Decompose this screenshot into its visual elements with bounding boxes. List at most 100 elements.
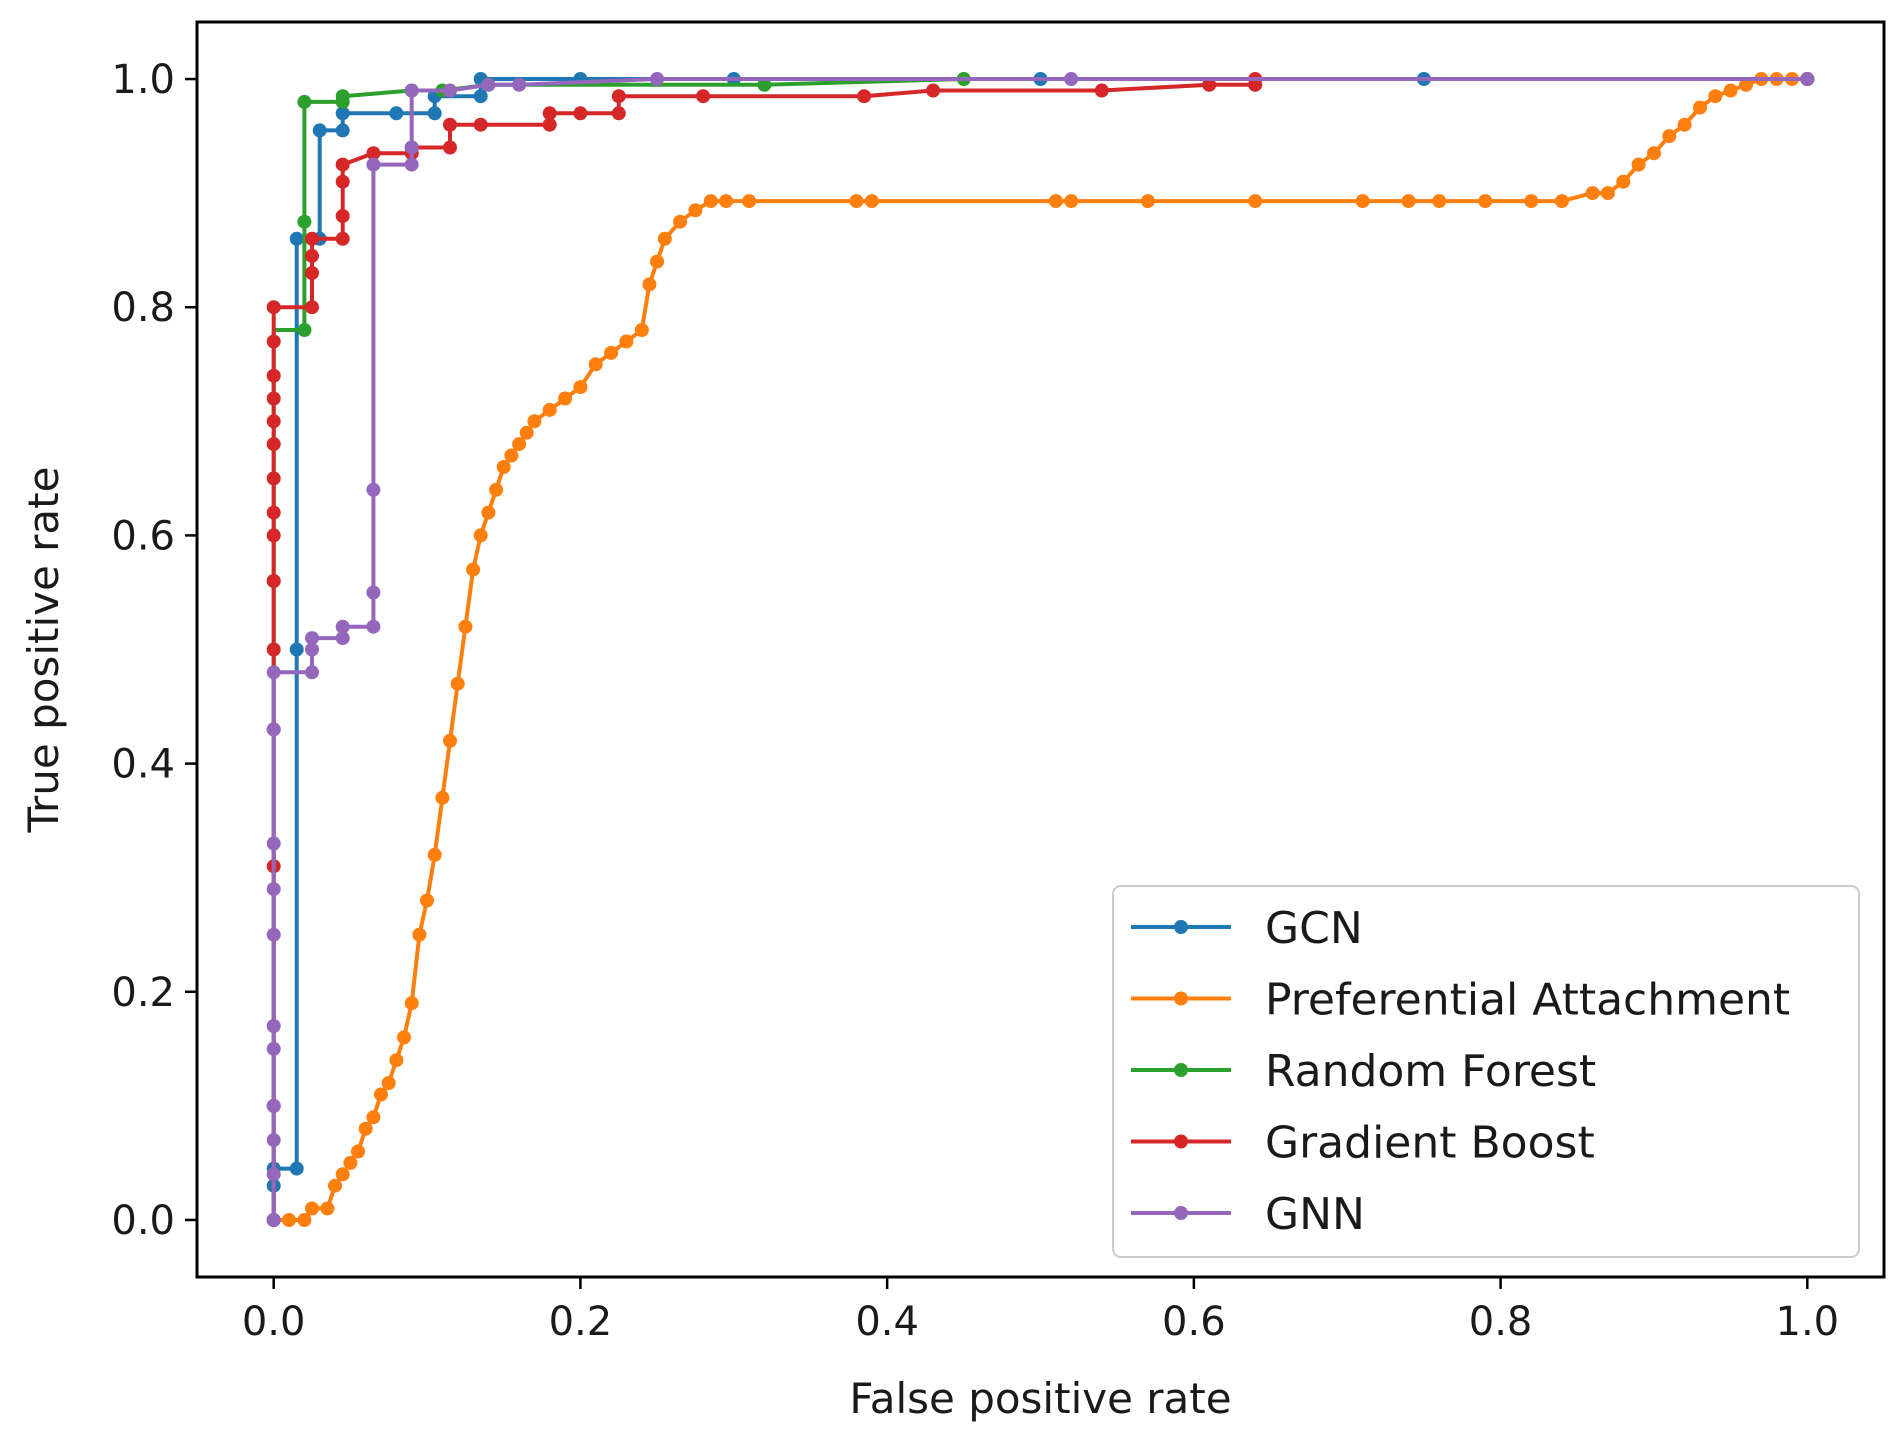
data-point <box>1800 72 1815 86</box>
data-point <box>305 248 319 263</box>
data-point <box>335 174 350 189</box>
data-point <box>412 927 427 942</box>
data-point <box>305 300 319 315</box>
data-point <box>366 585 381 600</box>
data-point <box>297 323 312 337</box>
legend-marker <box>1174 1134 1188 1149</box>
data-point <box>266 368 281 383</box>
y-tick-label: 0.8 <box>111 285 175 331</box>
data-point <box>305 642 319 657</box>
data-point <box>1478 194 1493 209</box>
data-point <box>443 117 457 132</box>
data-point <box>1693 100 1707 115</box>
data-point <box>1432 194 1447 209</box>
data-point <box>435 790 450 805</box>
data-point <box>266 505 281 520</box>
legend-label: GCN <box>1265 903 1363 954</box>
data-point <box>1677 117 1692 132</box>
data-point <box>542 106 557 121</box>
legend-label: Gradient Boost <box>1265 1118 1595 1169</box>
data-point <box>305 631 319 646</box>
legend-marker <box>1174 1063 1188 1077</box>
data-point <box>305 266 319 280</box>
data-point <box>1140 194 1155 209</box>
data-point <box>1631 157 1646 172</box>
series-preferential-attachment <box>266 72 1815 1227</box>
data-point <box>266 334 281 349</box>
data-point <box>297 94 312 109</box>
data-point <box>266 1167 281 1182</box>
x-tick-label: 1.0 <box>1776 1299 1840 1345</box>
data-point <box>420 893 434 908</box>
data-point <box>266 927 281 942</box>
data-point <box>481 77 496 92</box>
data-point <box>849 194 864 209</box>
data-point <box>611 89 626 104</box>
x-tick-label: 0.6 <box>1162 1299 1226 1345</box>
data-point <box>266 414 281 429</box>
data-point <box>573 106 588 121</box>
data-point <box>481 505 496 520</box>
y-axis-title: True positive rate <box>19 467 68 834</box>
data-point <box>650 72 665 86</box>
data-point <box>335 123 350 138</box>
data-point <box>703 194 718 209</box>
data-point <box>1600 186 1615 201</box>
data-point <box>404 996 419 1011</box>
data-point <box>619 334 634 349</box>
data-point <box>450 676 465 691</box>
data-point <box>328 1178 342 1193</box>
data-point <box>289 231 304 246</box>
data-point <box>266 574 281 588</box>
data-point <box>266 642 281 657</box>
data-point <box>335 631 350 646</box>
data-point <box>512 77 527 92</box>
data-point <box>266 1213 281 1227</box>
data-point <box>473 89 488 104</box>
data-point <box>1202 77 1217 92</box>
x-axis-title: False positive rate <box>849 1374 1231 1423</box>
data-point <box>634 323 649 337</box>
data-point <box>266 722 281 737</box>
legend-box <box>1112 885 1860 1258</box>
data-point <box>1647 146 1661 161</box>
data-point <box>297 214 312 229</box>
data-point <box>611 106 626 121</box>
data-point <box>297 1213 312 1227</box>
x-axis-ticks: 0.0 0.2 0.4 0.6 0.8 1.0 <box>242 1277 1839 1345</box>
data-point <box>1064 194 1079 209</box>
data-point <box>688 203 703 218</box>
data-point <box>926 83 941 98</box>
data-point <box>404 157 419 172</box>
data-point <box>496 460 511 474</box>
data-point <box>1739 77 1753 92</box>
data-point <box>305 231 319 246</box>
legend-label: Preferential Attachment <box>1265 975 1790 1026</box>
legend-label: GNN <box>1265 1189 1365 1240</box>
y-tick-label: 0.6 <box>111 513 175 559</box>
data-point <box>266 1098 281 1113</box>
data-point <box>558 391 573 406</box>
data-point <box>266 1041 281 1056</box>
data-point <box>366 146 381 161</box>
data-point <box>374 1087 388 1102</box>
data-point <box>864 194 879 209</box>
data-point <box>519 425 534 440</box>
data-point <box>366 482 381 497</box>
legend-item: GNN <box>1131 1189 1365 1240</box>
data-point <box>381 1076 396 1090</box>
legend-item: Random Forest <box>1131 1046 1596 1097</box>
data-point <box>673 214 688 229</box>
data-point <box>282 1213 296 1227</box>
data-point <box>397 1030 411 1045</box>
data-point <box>305 1201 319 1216</box>
data-point <box>266 836 281 851</box>
series-gnn <box>266 72 1815 1227</box>
data-point <box>588 357 603 372</box>
data-point <box>366 619 381 634</box>
data-point <box>427 847 442 862</box>
y-tick-label: 0.4 <box>111 742 175 788</box>
data-point <box>335 1167 350 1182</box>
data-point <box>512 437 527 452</box>
data-point <box>1708 89 1723 104</box>
